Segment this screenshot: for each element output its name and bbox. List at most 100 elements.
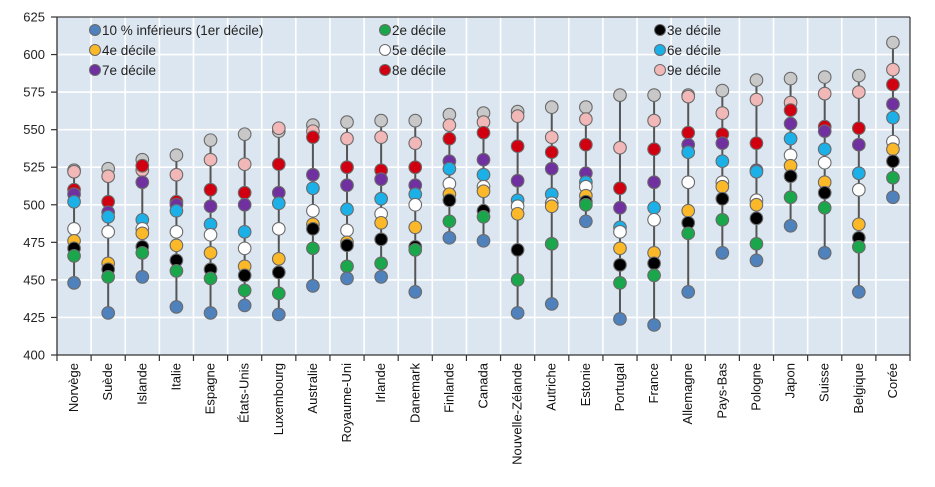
y-tick-label: 525 xyxy=(23,160,45,175)
x-tick-label: Italie xyxy=(168,363,183,390)
data-point xyxy=(476,233,491,248)
data-point xyxy=(681,226,696,241)
x-tick-label: Espagne xyxy=(203,363,218,414)
data-point xyxy=(203,306,218,320)
data-point xyxy=(851,182,866,197)
data-point xyxy=(613,181,627,196)
data-point xyxy=(476,209,491,224)
data-point xyxy=(783,103,798,117)
data-point xyxy=(681,203,696,218)
x-tick-label: Pologne xyxy=(748,363,763,411)
data-point xyxy=(67,164,81,179)
data-point xyxy=(544,297,559,311)
data-point xyxy=(647,212,661,227)
data-point xyxy=(613,224,627,239)
data-point xyxy=(681,145,696,160)
data-point xyxy=(817,70,832,84)
data-point xyxy=(374,256,388,271)
data-point xyxy=(647,256,661,271)
data-point xyxy=(715,212,730,227)
data-point xyxy=(647,142,661,157)
x-tick-label: Suisse xyxy=(817,363,832,402)
data-point xyxy=(817,155,832,170)
data-point xyxy=(886,110,900,125)
data-point xyxy=(817,86,832,101)
data-point xyxy=(817,185,832,200)
data-point xyxy=(510,306,525,320)
data-point xyxy=(237,127,252,142)
y-tick-label: 425 xyxy=(23,310,45,325)
data-point xyxy=(579,100,593,114)
data-point xyxy=(67,194,81,209)
data-point xyxy=(817,142,832,157)
data-point xyxy=(886,77,900,92)
data-point xyxy=(544,145,559,160)
data-point xyxy=(647,318,661,332)
data-point xyxy=(681,125,696,140)
x-tick-label: Finlande xyxy=(441,363,456,413)
data-point xyxy=(101,209,116,224)
data-point xyxy=(783,218,798,233)
x-tick-label: Nouvelle-Zélande xyxy=(510,363,525,465)
data-point xyxy=(237,283,252,298)
legend-label: 2e décile xyxy=(392,23,446,38)
legend-marker xyxy=(89,44,101,56)
data-point xyxy=(237,268,252,283)
data-point xyxy=(271,121,286,136)
data-point xyxy=(408,285,423,299)
data-point xyxy=(135,175,150,190)
data-point xyxy=(67,221,81,236)
data-point xyxy=(613,258,627,272)
data-point xyxy=(442,214,457,229)
data-point xyxy=(408,220,423,235)
data-point xyxy=(476,167,491,182)
data-point xyxy=(749,253,764,268)
data-point xyxy=(715,83,730,98)
data-point xyxy=(340,115,354,130)
data-point xyxy=(510,173,525,188)
data-point xyxy=(510,109,525,123)
legend-marker xyxy=(379,24,391,36)
data-point xyxy=(613,312,627,326)
x-tick-label: Australie xyxy=(305,363,320,414)
x-axis: Norvège Suède Islande Italie Espagne États-Un… xyxy=(56,354,911,465)
x-tick-label: Portugal xyxy=(612,363,627,412)
data-point xyxy=(749,136,764,151)
x-tick-label: Luxembourg xyxy=(271,363,286,435)
data-point xyxy=(237,157,252,172)
data-point xyxy=(135,270,150,284)
data-point xyxy=(510,206,525,221)
data-point xyxy=(374,113,388,128)
data-point xyxy=(681,89,696,104)
data-point xyxy=(783,190,798,205)
data-point xyxy=(203,182,218,197)
y-tick-label: 475 xyxy=(23,235,45,250)
data-point xyxy=(579,214,593,229)
x-tick-label: Islande xyxy=(134,363,149,405)
data-point xyxy=(579,197,593,212)
data-point xyxy=(476,125,491,140)
data-point xyxy=(510,273,525,287)
data-point xyxy=(442,193,457,208)
data-point xyxy=(237,298,252,313)
data-point xyxy=(886,170,900,185)
legend-marker xyxy=(654,24,666,36)
data-point xyxy=(783,116,798,131)
data-point xyxy=(203,227,218,242)
data-point xyxy=(476,184,491,199)
data-point xyxy=(851,285,866,299)
data-point xyxy=(647,175,661,190)
data-point xyxy=(851,121,866,136)
data-point xyxy=(886,62,900,77)
x-tick-label: Japon xyxy=(783,363,798,398)
data-point xyxy=(135,226,150,241)
data-point xyxy=(271,307,286,322)
data-point xyxy=(817,124,832,139)
data-point xyxy=(374,232,388,247)
data-point xyxy=(340,223,354,238)
data-point xyxy=(544,236,559,251)
data-point xyxy=(408,242,423,257)
x-tick-label: Corée xyxy=(885,363,900,398)
data-point xyxy=(442,230,457,245)
data-point xyxy=(340,178,354,193)
